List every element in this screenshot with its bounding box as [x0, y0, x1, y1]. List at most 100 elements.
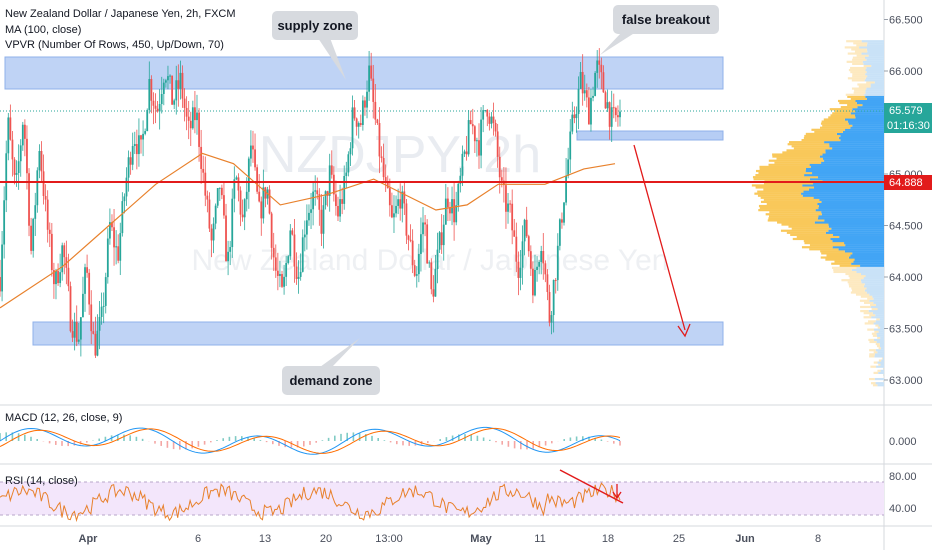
candle-body [150, 78, 153, 101]
vpvr-bar-down [842, 130, 884, 133]
ma-legend[interactable]: MA (100, close) [5, 24, 81, 36]
vpvr-bar-up [821, 120, 848, 123]
macd-legend[interactable]: MACD (12, 26, close, 9) [5, 412, 122, 424]
candle-body [345, 172, 348, 177]
candle-body [322, 205, 325, 234]
candle-body [148, 78, 151, 110]
macd-histogram-bar [569, 437, 572, 441]
candle-body [200, 146, 203, 169]
vpvr-bar-down [856, 270, 884, 274]
candle-body [299, 271, 302, 277]
time-tick-label: 6 [195, 533, 201, 545]
vpvr-bar-up [765, 213, 822, 216]
demand-zone[interactable] [32, 321, 724, 346]
symbol-title[interactable]: New Zealand Dollar / Japanese Yen, 2h, F… [5, 8, 236, 20]
macd-histogram-bar [228, 436, 231, 441]
vpvr-bar-up [823, 118, 845, 121]
forecast-arrow-head [677, 323, 691, 338]
candle-body [206, 195, 209, 200]
supply-zone-callout[interactable]: supply zone [272, 11, 358, 80]
rsi-arrow-head [612, 491, 622, 500]
candle-body [59, 272, 62, 284]
vpvr-bar-up [759, 165, 811, 168]
macd-histogram-bar [321, 440, 324, 441]
candle-body [521, 241, 524, 268]
candle-body [403, 191, 406, 204]
candle-body [401, 191, 404, 209]
candle-body [370, 65, 373, 79]
vpvr-bar-up [809, 244, 846, 247]
candle-body [162, 82, 165, 95]
vpvr-bar-down [852, 108, 884, 111]
vpvr-bar-up [787, 143, 830, 146]
vpvr-bar-up [846, 60, 863, 63]
vpvr-bar-down [808, 188, 884, 191]
vpvr-bar-down [840, 139, 884, 142]
macd-pane[interactable] [0, 426, 621, 455]
candle-body [231, 198, 234, 248]
vpvr-bar-down [864, 93, 884, 96]
candle-body [229, 247, 232, 252]
candle-body [17, 161, 20, 174]
candle-body [191, 107, 194, 129]
candle-body [7, 117, 10, 154]
macd-histogram-bar [129, 435, 131, 441]
candle-body [500, 177, 503, 181]
candle-body [115, 246, 118, 248]
vpvr-bar-up [860, 309, 869, 313]
candle-body [63, 245, 66, 258]
vpvr-bar-down [848, 256, 884, 259]
candle-body [451, 199, 453, 214]
macd-histogram-bar [98, 438, 100, 441]
vpvr-bar-down [818, 206, 884, 210]
macd-histogram-bar [185, 441, 187, 450]
vpvr-histogram [751, 40, 884, 387]
false-breakout-callout[interactable]: false breakout [600, 5, 719, 55]
vpvr-bar-up [822, 124, 853, 127]
vpvr-bar-down [853, 260, 884, 263]
candle-body [542, 250, 545, 264]
vpvr-bar-down [860, 279, 884, 282]
vpvr-legend[interactable]: VPVR (Number Of Rows, 450, Up/Down, 70) [5, 39, 224, 51]
time-axis[interactable]: Apr 6 13 20 13:00 May 11 18 25 Jun 8 [79, 533, 822, 545]
macd-histogram-bar [507, 441, 510, 447]
demand-zone-callout[interactable]: demand zone [282, 338, 380, 395]
vpvr-bar-down [863, 277, 884, 280]
candle-body [471, 124, 474, 127]
candle-body [187, 116, 190, 121]
macd-histogram-bar [315, 441, 317, 443]
vpvr-bar-down [815, 209, 884, 212]
vpvr-bar-up [876, 345, 880, 348]
candle-body [326, 191, 329, 196]
candle-body [494, 122, 497, 132]
time-tick-label: Apr [79, 533, 99, 545]
vpvr-bar-down [866, 97, 884, 101]
vpvr-bar-up [859, 299, 870, 302]
vpvr-bar-down [814, 186, 884, 189]
supply-zone[interactable] [4, 56, 724, 90]
vpvr-bar-up [851, 79, 865, 82]
vpvr-bar-down [865, 95, 884, 98]
candle-body [146, 109, 149, 132]
vpvr-bar-down [880, 347, 884, 350]
retest-zone[interactable] [576, 130, 724, 141]
candle-body [67, 267, 70, 287]
candle-body [36, 170, 39, 206]
macd-histogram-bar [272, 441, 274, 445]
candle-body [507, 203, 509, 212]
candle-body [482, 110, 485, 120]
candle-body [349, 148, 352, 155]
vpvr-bar-down [839, 235, 884, 239]
candle-body [279, 274, 281, 276]
vpvr-bar-down [852, 124, 884, 127]
vpvr-bar-up [774, 161, 822, 164]
candle-body [216, 188, 219, 206]
vpvr-bar-down [874, 81, 884, 84]
vpvr-bar-up [825, 258, 855, 261]
candle-body [515, 236, 518, 262]
candle-body [583, 90, 586, 94]
vpvr-bar-down [802, 184, 884, 187]
rsi-legend[interactable]: RSI (14, close) [5, 475, 78, 487]
price-axis[interactable]: 66.50066.00065.50065.00064.50064.00063.5… [884, 15, 923, 388]
